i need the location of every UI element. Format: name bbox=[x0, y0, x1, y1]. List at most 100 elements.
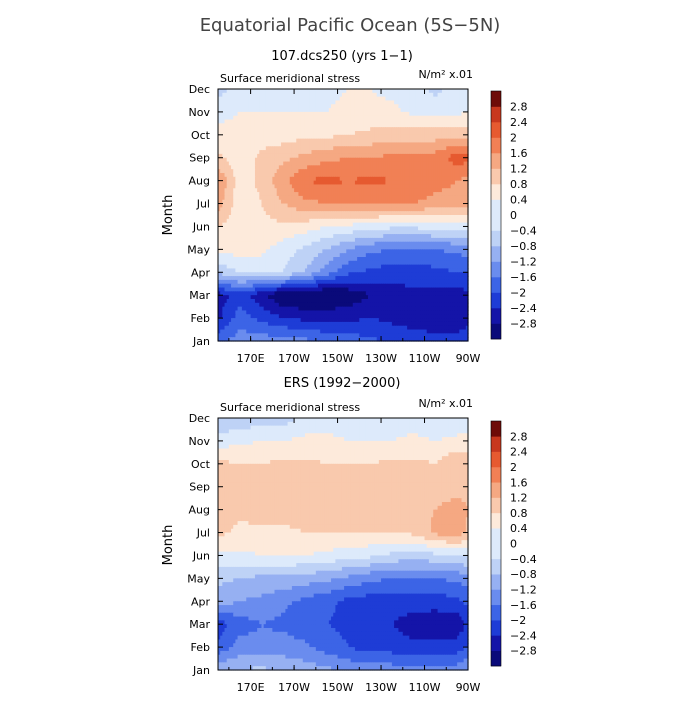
heatmap-cell bbox=[246, 119, 250, 124]
heatmap-cell bbox=[357, 161, 360, 166]
heatmap-cell bbox=[422, 161, 426, 166]
heatmap-cell bbox=[331, 165, 334, 170]
heatmap-cell bbox=[328, 96, 332, 102]
heatmap-cell bbox=[287, 119, 291, 124]
heatmap-cell bbox=[450, 161, 454, 166]
heatmap-cell bbox=[313, 131, 317, 136]
heatmap-cell bbox=[224, 100, 228, 105]
heatmap-cell bbox=[396, 157, 400, 163]
heatmap-cell bbox=[313, 157, 317, 163]
heatmap-cell bbox=[270, 150, 273, 155]
heatmap-cell bbox=[448, 115, 452, 121]
heatmap-cell bbox=[428, 108, 432, 113]
heatmap-cell bbox=[300, 115, 304, 121]
heatmap-cell bbox=[239, 108, 243, 113]
heatmap-cell bbox=[433, 161, 436, 166]
heatmap-cell bbox=[420, 111, 423, 117]
heatmap-cell bbox=[437, 138, 441, 144]
heatmap-cell bbox=[402, 92, 406, 98]
heatmap-cell bbox=[365, 123, 369, 128]
heatmap-cell bbox=[257, 146, 260, 151]
heatmap-cell bbox=[378, 142, 382, 147]
heatmap-cell bbox=[394, 161, 397, 166]
heatmap-cell bbox=[307, 131, 310, 136]
heatmap-cell bbox=[370, 150, 373, 155]
heatmap-cell bbox=[354, 100, 358, 105]
heatmap-cell bbox=[394, 165, 397, 170]
heatmap-cell bbox=[381, 134, 384, 140]
heatmap-cell bbox=[257, 108, 260, 113]
heatmap-cell bbox=[431, 153, 434, 159]
heatmap-cell bbox=[415, 131, 419, 136]
heatmap-cell bbox=[381, 119, 384, 124]
heatmap-cell bbox=[376, 111, 380, 117]
heatmap-cell bbox=[448, 127, 452, 132]
heatmap-cell bbox=[333, 104, 336, 109]
heatmap-cell bbox=[283, 138, 286, 144]
heatmap-cell bbox=[407, 92, 410, 98]
heatmap-cell bbox=[333, 153, 336, 159]
heatmap-cell bbox=[294, 157, 297, 163]
panel-1-units-label: N/m² x.01 bbox=[418, 68, 473, 81]
heatmap-cell bbox=[320, 100, 323, 105]
heatmap-cell bbox=[428, 150, 432, 155]
heatmap-cell bbox=[452, 150, 456, 155]
heatmap-cell bbox=[254, 127, 258, 132]
heatmap-cell bbox=[420, 142, 423, 147]
heatmap-cell bbox=[420, 100, 423, 105]
heatmap-cell bbox=[404, 119, 408, 124]
heatmap-cell bbox=[404, 134, 408, 140]
heatmap-cell bbox=[346, 134, 350, 140]
heatmap-cell bbox=[378, 165, 382, 170]
heatmap-cell bbox=[309, 138, 313, 144]
heatmap-cell bbox=[246, 161, 250, 166]
heatmap-cell bbox=[424, 100, 428, 105]
heatmap-cell bbox=[328, 100, 332, 105]
heatmap-cell bbox=[226, 111, 230, 117]
heatmap-cell bbox=[248, 150, 252, 155]
heatmap-cell bbox=[272, 119, 276, 124]
heatmap-cell bbox=[291, 131, 295, 136]
heatmap-cell bbox=[274, 131, 278, 136]
heatmap-cell bbox=[291, 108, 295, 113]
heatmap-cell bbox=[418, 134, 421, 140]
heatmap-cell bbox=[287, 150, 291, 155]
heatmap-cell bbox=[407, 153, 410, 159]
heatmap-cell bbox=[463, 108, 467, 113]
heatmap-cell bbox=[233, 157, 236, 163]
heatmap-cell bbox=[278, 138, 282, 144]
heatmap-cell bbox=[289, 115, 293, 121]
heatmap-cell bbox=[281, 150, 284, 155]
heatmap-cell bbox=[431, 92, 434, 98]
heatmap-cell bbox=[404, 92, 408, 98]
heatmap-cell bbox=[231, 150, 234, 155]
heatmap-cell bbox=[302, 150, 306, 155]
heatmap-cell bbox=[304, 131, 308, 136]
heatmap-cell bbox=[376, 146, 380, 151]
heatmap-cell bbox=[422, 153, 426, 159]
heatmap-cell bbox=[298, 119, 302, 124]
heatmap-cell bbox=[465, 134, 469, 140]
heatmap-cell bbox=[457, 127, 460, 132]
heatmap-cell bbox=[339, 115, 343, 121]
heatmap-cell bbox=[283, 92, 286, 98]
heatmap-cell bbox=[337, 100, 341, 105]
heatmap-cell bbox=[435, 96, 439, 102]
heatmap-cell bbox=[335, 131, 339, 136]
heatmap-cell bbox=[348, 96, 352, 102]
heatmap-cell bbox=[404, 161, 408, 166]
heatmap-cell bbox=[411, 134, 415, 140]
heatmap-cell bbox=[228, 119, 232, 124]
heatmap-cell bbox=[257, 138, 260, 144]
heatmap-cell bbox=[346, 127, 350, 132]
heatmap-cell bbox=[300, 123, 304, 128]
heatmap-cell bbox=[254, 131, 258, 136]
heatmap-cell bbox=[452, 92, 456, 98]
heatmap-cell bbox=[254, 100, 258, 105]
heatmap-cell bbox=[233, 134, 236, 140]
heatmap-cell bbox=[298, 108, 302, 113]
heatmap-cell bbox=[407, 127, 410, 132]
heatmap-cell bbox=[444, 92, 447, 98]
heatmap-cell bbox=[461, 131, 465, 136]
heatmap-cell bbox=[270, 100, 273, 105]
